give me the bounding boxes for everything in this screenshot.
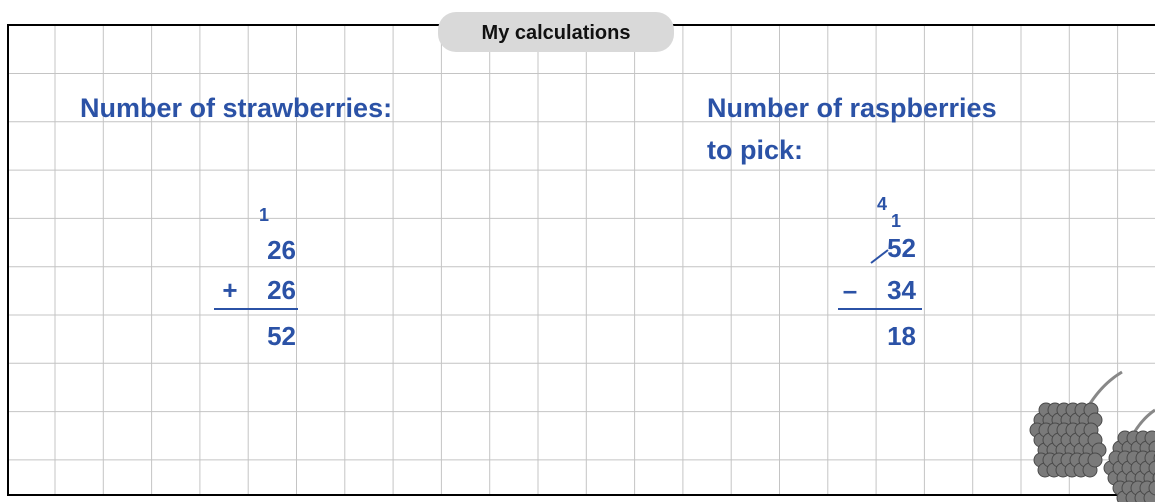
operator: –	[843, 275, 857, 305]
carry: 1	[259, 205, 269, 225]
heading: to pick:	[707, 135, 803, 165]
result: 52	[267, 321, 296, 351]
berries-illustration	[1030, 372, 1155, 502]
operator: +	[222, 275, 237, 305]
heading: Number of raspberries	[707, 93, 997, 123]
number: 26	[267, 275, 296, 305]
number: 52	[887, 233, 916, 263]
strike	[871, 250, 888, 263]
result: 18	[887, 321, 916, 351]
carry: 4	[877, 194, 887, 214]
drupelet	[1088, 453, 1102, 467]
number: 34	[887, 275, 916, 305]
borrow: 1	[891, 211, 901, 231]
worksheet: My calculations Number of strawberries: …	[0, 0, 1155, 502]
title: My calculations	[482, 22, 631, 44]
number: 26	[267, 235, 296, 265]
heading: Number of strawberries:	[80, 93, 392, 123]
